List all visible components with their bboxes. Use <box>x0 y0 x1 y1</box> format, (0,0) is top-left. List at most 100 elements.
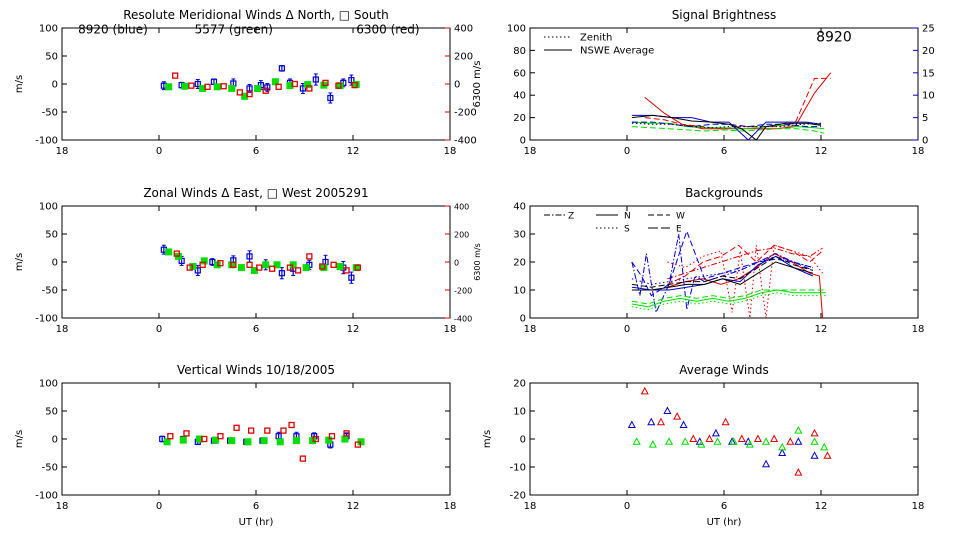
x-tick-label: 6 <box>253 146 259 157</box>
data-point <box>273 261 281 269</box>
y-tick-label: 0 <box>520 435 526 446</box>
data-point <box>204 83 211 90</box>
data-point <box>336 262 344 270</box>
x-tick-label: 12 <box>347 146 360 157</box>
y2-tick-label: -200 <box>454 108 477 119</box>
y-tick-label: 60 <box>513 68 526 79</box>
x-tick-label: 6 <box>253 324 259 335</box>
y-tick-label: 40 <box>513 91 526 102</box>
data-point <box>327 94 334 102</box>
data-point <box>328 433 336 440</box>
y-tick-label: 0 <box>52 258 58 269</box>
y-tick-label: 0 <box>52 80 58 91</box>
y-tick-label: 20 <box>513 379 526 390</box>
data-point <box>335 82 342 89</box>
series-line <box>631 114 822 141</box>
annotation: 8920 (blue) <box>78 23 148 37</box>
data-point <box>212 436 220 444</box>
data-point <box>745 440 754 448</box>
y-axis-label: m/s <box>482 430 493 448</box>
x-tick-label: 12 <box>347 501 360 512</box>
series-line <box>631 233 814 315</box>
y2-tick-label: 200 <box>454 52 473 63</box>
series-line <box>631 261 814 291</box>
y-axis-label: m/s <box>14 75 25 93</box>
x-tick-label: 0 <box>156 324 162 335</box>
data-point <box>278 65 285 72</box>
chart-title: Vertical Winds 10/18/2005 <box>177 363 335 377</box>
data-point <box>195 435 203 443</box>
data-point <box>312 76 319 83</box>
data-point <box>354 264 362 271</box>
annotation: 8920 <box>816 29 852 45</box>
data-point <box>172 72 179 79</box>
data-point <box>312 435 319 443</box>
data-point <box>309 437 317 445</box>
data-point <box>233 424 240 431</box>
x-tick-label: 18 <box>912 146 925 157</box>
data-point <box>201 435 208 443</box>
data-point <box>354 441 362 448</box>
data-point <box>173 250 180 257</box>
data-point <box>286 264 294 271</box>
data-point <box>304 81 312 89</box>
x-tick-label: 6 <box>253 501 259 512</box>
chart-zonal: Zonal Winds Δ East, □ West 2005291 18 0 6 12… <box>14 186 482 335</box>
data-point <box>217 433 224 440</box>
y-tick-label: 10 <box>513 407 526 418</box>
data-point <box>189 262 197 270</box>
data-point <box>663 406 672 414</box>
legend-label: E <box>676 225 682 235</box>
data-point <box>689 434 698 442</box>
data-point <box>213 83 221 91</box>
data-point <box>786 437 795 445</box>
x-tick-label: 0 <box>156 501 162 512</box>
data-point <box>286 82 294 90</box>
y-tick-label: 50 <box>45 230 58 241</box>
data-point <box>319 263 326 270</box>
data-point <box>348 274 355 281</box>
data-point <box>679 420 688 428</box>
y2-tick-label: 25 <box>922 24 935 35</box>
data-point <box>236 89 243 96</box>
data-point <box>271 78 279 86</box>
data-point <box>794 437 803 445</box>
data-point <box>729 437 738 445</box>
series-line <box>631 126 825 134</box>
data-point <box>656 417 665 426</box>
data-point <box>299 85 306 92</box>
data-point <box>330 261 337 268</box>
data-point <box>627 420 636 428</box>
data-point <box>673 412 682 420</box>
series-line <box>667 244 823 319</box>
data-point <box>247 427 255 434</box>
x-tick-label: 6 <box>721 501 727 512</box>
y-tick-label: 0 <box>52 435 58 446</box>
x-tick-label: 0 <box>624 501 630 512</box>
x-axis-label: UT (hr) <box>239 517 274 528</box>
data-point <box>320 264 328 272</box>
data-point <box>306 253 313 260</box>
data-point <box>322 79 329 87</box>
data-point <box>262 261 270 269</box>
data-point <box>213 261 221 269</box>
y-tick-label: -100 <box>35 314 58 325</box>
x-tick-label: 18 <box>444 146 457 157</box>
data-point <box>341 435 349 443</box>
y-tick-label: 20 <box>513 258 526 269</box>
data-point <box>220 83 227 90</box>
legend-label: NSWE Average <box>580 46 654 57</box>
chart-title: Resolute Meridional Winds Δ North, □ Sou… <box>123 8 389 22</box>
y-tick-label: 80 <box>513 46 526 57</box>
x-tick-label: 0 <box>156 146 162 157</box>
data-point <box>256 264 263 271</box>
x-axis-label: UT (hr) <box>707 517 742 528</box>
data-point <box>713 437 722 445</box>
y-tick-label: 30 <box>513 230 526 241</box>
data-point <box>217 259 224 267</box>
data-point <box>761 459 771 468</box>
data-point <box>199 261 206 268</box>
y2-tick-label: 0 <box>454 259 459 268</box>
data-point <box>230 261 237 268</box>
